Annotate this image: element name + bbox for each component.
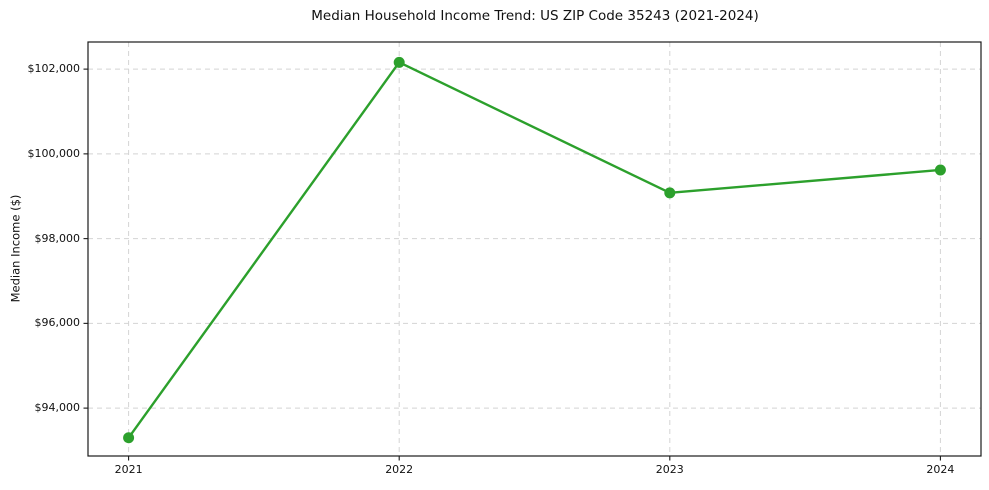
x-tick-label: 2022 xyxy=(385,463,414,476)
x-tick-label: 2023 xyxy=(655,463,684,476)
y-tick-label: $94,000 xyxy=(34,401,81,415)
x-tick-label: 2021 xyxy=(114,463,143,476)
y-tick-label: $98,000 xyxy=(34,231,81,245)
y-tick-label: $100,000 xyxy=(27,146,81,160)
data-point-marker xyxy=(393,56,405,68)
y-tick-label: $96,000 xyxy=(34,316,81,330)
income-trend-line xyxy=(127,61,942,439)
data-point-marker xyxy=(664,187,676,199)
y-axis-label: Median Income ($) xyxy=(8,194,23,303)
axes-spines xyxy=(87,41,982,457)
chart-title: Median Household Income Trend: US ZIP Co… xyxy=(311,8,759,24)
data-point-marker xyxy=(123,432,135,444)
x-tick-label: 2024 xyxy=(926,463,955,476)
y-tick-label: $102,000 xyxy=(27,62,81,76)
data-point-marker xyxy=(934,164,946,176)
